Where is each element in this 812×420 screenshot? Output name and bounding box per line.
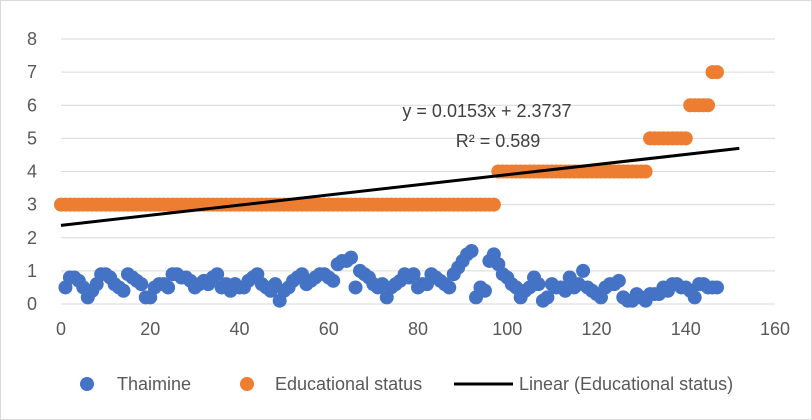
legend: Thaimine Educational status Linear (Educ… [80, 374, 733, 394]
data-point [326, 273, 341, 288]
legend-label-linear-trend: Linear (Educational status) [519, 374, 733, 394]
data-point [611, 273, 626, 288]
data-point [348, 280, 363, 295]
data-point [210, 267, 225, 282]
y-tick-label: 1 [27, 261, 37, 281]
trendline-linear [60, 146, 740, 227]
data-point [134, 277, 149, 292]
data-point [477, 283, 492, 298]
y-tick-label: 7 [27, 62, 37, 82]
legend-item-linear-trend: Linear (Educational status) [454, 374, 733, 394]
y-tick-label: 0 [27, 294, 37, 314]
x-tick-label: 100 [492, 319, 522, 339]
x-tick-label: 0 [56, 319, 66, 339]
data-point [701, 98, 716, 113]
trendline-group [60, 146, 740, 227]
data-series [54, 65, 724, 308]
trendline-annotation: y = 0.0153x + 2.3737 R² = 0.589 [402, 101, 571, 151]
data-point [344, 250, 359, 265]
x-tick-label: 40 [229, 319, 249, 339]
data-point [709, 65, 724, 80]
x-tick-label: 60 [319, 319, 339, 339]
x-tick-label: 120 [581, 319, 611, 339]
data-point [709, 280, 724, 295]
legend-label-educational-status: Educational status [275, 374, 422, 394]
data-point [576, 263, 591, 278]
y-tick-label: 8 [27, 29, 37, 49]
data-point [678, 131, 693, 146]
trendline-r-squared: R² = 0.589 [456, 131, 541, 151]
series-educational-status [54, 65, 724, 212]
y-tick-label: 3 [27, 195, 37, 215]
data-point [638, 164, 653, 179]
data-point [116, 283, 131, 298]
data-point [406, 267, 421, 282]
data-point [540, 290, 555, 305]
y-tick-label: 2 [27, 228, 37, 248]
data-point [486, 197, 501, 212]
y-tick-label: 4 [27, 162, 37, 182]
trendline-equation: y = 0.0153x + 2.3737 [402, 101, 571, 121]
x-tick-label: 140 [671, 319, 701, 339]
legend-item-thaimine: Thaimine [80, 374, 191, 394]
legend-marker-thaimine [80, 377, 94, 391]
y-tick-label: 6 [27, 95, 37, 115]
data-point [531, 277, 546, 292]
legend-item-educational-status: Educational status [240, 374, 422, 394]
x-tick-label: 160 [760, 319, 790, 339]
y-tick-label: 5 [27, 128, 37, 148]
x-tick-label: 80 [408, 319, 428, 339]
legend-marker-educational-status [240, 377, 254, 391]
data-point [687, 290, 702, 305]
x-tick-label: 20 [140, 319, 160, 339]
data-point [464, 244, 479, 258]
data-point [442, 280, 457, 295]
legend-label-thaimine: Thaimine [117, 374, 191, 394]
data-point [161, 280, 176, 295]
series-thaimine [58, 244, 724, 308]
